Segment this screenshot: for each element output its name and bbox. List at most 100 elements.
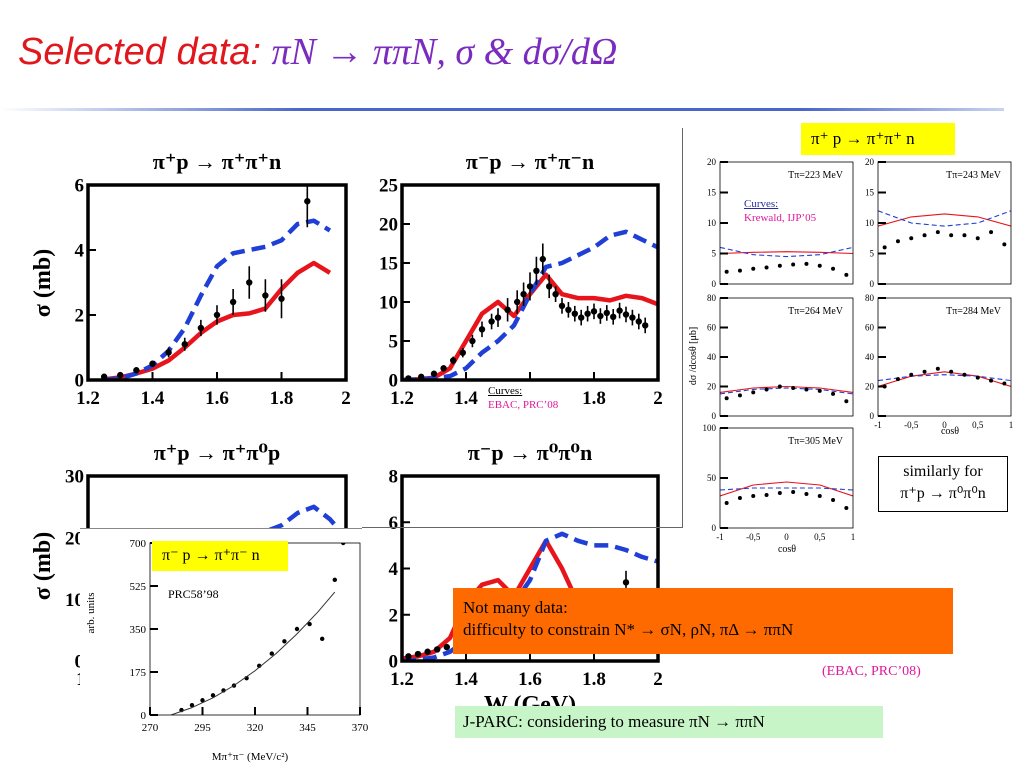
data-point — [791, 490, 796, 494]
x-tick-label: 0 — [942, 420, 947, 430]
data-point — [817, 388, 822, 393]
data-point — [526, 283, 534, 290]
slide-title: Selected data: πN → ππN, σ & dσ/dΩ — [18, 30, 617, 74]
data-point — [751, 494, 756, 498]
y-tick-label: 6 — [389, 513, 399, 534]
x-tick-label: -0,5 — [746, 532, 761, 542]
data-point — [246, 279, 253, 286]
data-point — [777, 491, 782, 495]
series-line-blue — [103, 218, 332, 380]
figure-divider-vertical — [682, 128, 683, 528]
x-tick-label: 1.2 — [390, 388, 414, 409]
data-point — [165, 349, 172, 356]
data-point — [882, 245, 887, 250]
data-point — [504, 306, 511, 313]
x-tick-label: 320 — [247, 722, 264, 734]
data-point — [571, 310, 578, 317]
panel-energy-label: Tπ=284 MeV — [946, 306, 1002, 317]
x-tick-label: 1 — [851, 532, 856, 542]
x-tick-label: 0 — [784, 532, 789, 542]
x-tick-label: 1.8 — [270, 388, 294, 409]
y-tick-label: 0 — [870, 411, 875, 421]
figure-divider-horizontal — [362, 527, 682, 528]
data-point — [269, 651, 274, 656]
data-point — [949, 369, 954, 374]
y-tick-label: 2 — [75, 306, 85, 327]
data-point — [213, 311, 221, 319]
data-point — [642, 322, 649, 329]
y-tick-label: 0 — [712, 523, 717, 533]
y-tick-label: 20 — [379, 215, 398, 236]
curves-note-krewald: Curves: Krewald, IJP’05 — [744, 197, 816, 225]
x-tick-label: 0,5 — [814, 532, 826, 542]
curves-label: Curves: — [488, 385, 523, 397]
orange-note-line1: Not many data: — [463, 598, 568, 617]
data-point — [405, 653, 412, 660]
y-tick-label: 2 — [389, 605, 399, 626]
reaction-box: π⁺ p → π⁺π⁺ n — [801, 123, 955, 155]
series-line-blue-dashed — [720, 246, 853, 258]
plot-area — [402, 229, 658, 380]
data-point — [434, 646, 441, 653]
y-tick-label: 0 — [712, 411, 717, 421]
data-point — [469, 337, 476, 345]
data-point — [1002, 381, 1007, 386]
y-tick-label: 20 — [707, 382, 717, 392]
x-tick-label: -1 — [874, 420, 882, 430]
y-tick-label: 15 — [865, 188, 875, 198]
x-tick-label: 2 — [653, 388, 663, 409]
ebac-ref: (EBAC, PRC’08) — [822, 664, 921, 679]
data-point — [737, 268, 742, 273]
orange-note: Not many data: difficulty to constrain N… — [453, 588, 953, 654]
series-line-red — [878, 213, 1011, 227]
x-tick-label: 1.4 — [141, 388, 165, 409]
data-point — [804, 387, 809, 392]
data-point — [831, 391, 836, 396]
data-point — [791, 262, 796, 267]
series-line-red — [720, 385, 853, 393]
data-point — [200, 698, 205, 703]
y-tick-label: 15 — [707, 188, 717, 198]
data-point — [578, 314, 585, 321]
curves-label: Curves: — [744, 198, 779, 210]
panel-title: π⁺p → π⁺π⁺n — [153, 149, 281, 174]
x-tick-label: 1.8 — [582, 388, 606, 409]
y-tick-label: 30 — [65, 467, 84, 488]
data-point — [539, 255, 546, 263]
y-tick-label: 60 — [707, 323, 717, 333]
data-point — [341, 543, 346, 546]
series-line-red — [720, 251, 853, 255]
data-point — [804, 261, 809, 266]
x-tick-label: -1 — [716, 532, 724, 542]
similarly-box: similarly for π⁺p → π⁰π⁰n — [878, 456, 1008, 512]
y-tick-label: 15 — [379, 254, 398, 275]
series-line-blue-dashed — [878, 374, 1011, 382]
data-point — [831, 266, 836, 271]
data-point — [320, 636, 325, 642]
data-point — [764, 387, 769, 392]
plot-area — [720, 246, 853, 277]
panel-title: π⁻p → π⁺π⁻n — [466, 149, 594, 174]
series-line-blue-dashed — [720, 487, 853, 491]
data-point — [603, 309, 610, 317]
data-point — [724, 501, 729, 505]
data-point — [817, 494, 822, 498]
series-line-curve — [170, 591, 336, 715]
data-point — [616, 307, 623, 314]
x-tick-label: 370 — [352, 722, 369, 734]
data-point — [909, 372, 914, 377]
plot-area — [170, 543, 346, 715]
data-point — [622, 311, 630, 318]
x-tick-label: 295 — [194, 722, 211, 734]
data-point — [622, 579, 630, 586]
data-point — [629, 314, 636, 321]
y-tick-label: 0 — [712, 279, 717, 289]
x-axis-label: Mπ⁺π⁻ (MeV/c²) — [212, 751, 289, 763]
x-tick-label: 1 — [1009, 420, 1014, 430]
y-tick-label: 8 — [389, 467, 399, 488]
x-tick-label: 1.6 — [205, 388, 229, 409]
plot-area — [720, 481, 853, 510]
y-tick-label: 20 — [65, 528, 84, 549]
panel-title: π⁻p → π⁰π⁰n — [468, 440, 593, 465]
data-point — [552, 291, 559, 298]
